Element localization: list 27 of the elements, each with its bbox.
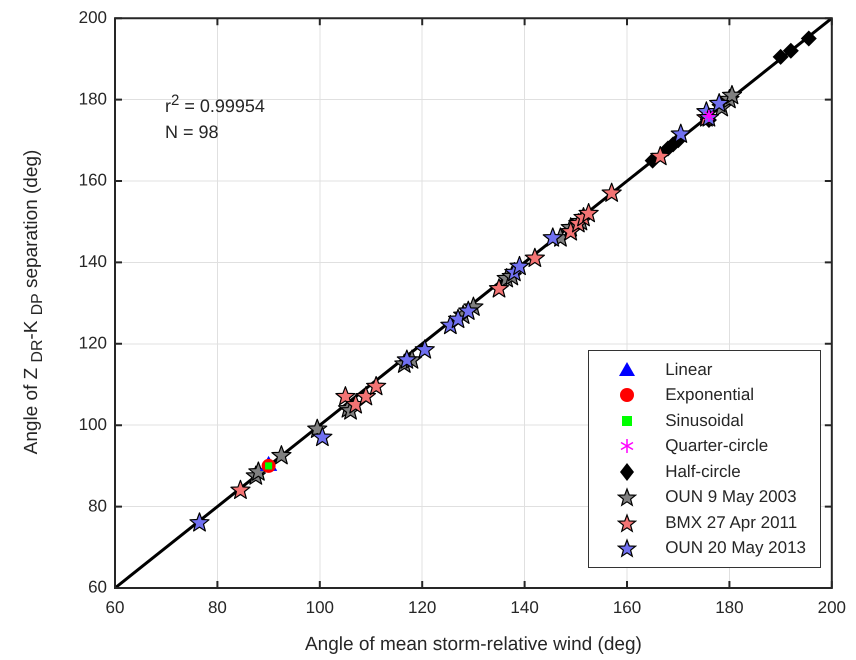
y-tick-label: 200 xyxy=(78,8,107,27)
annotation: N = 98 xyxy=(165,121,220,144)
legend-label: Sinusoidal xyxy=(665,410,744,431)
y-tick-label: 60 xyxy=(88,578,107,597)
legend-label: BMX 27 Apr 2011 xyxy=(665,512,798,533)
annotation: r$^{2}$ = 0.99954 xyxy=(165,91,265,118)
legend-label: Exponential xyxy=(665,385,754,406)
legend-label: OUN 9 May 2003 xyxy=(665,487,797,508)
x-tick-label: 120 xyxy=(408,598,436,617)
x-tick-label: 140 xyxy=(510,598,539,617)
x-tick-label: 80 xyxy=(208,598,227,617)
x-tick-label: 180 xyxy=(715,598,744,617)
y-tick-label: 140 xyxy=(78,252,107,272)
legend-label: Linear xyxy=(665,360,712,380)
y-tick-label: 160 xyxy=(78,170,107,190)
x-tick-label: 160 xyxy=(612,598,642,617)
y-tick-label: 80 xyxy=(88,496,107,516)
x-tick-label: 60 xyxy=(106,598,124,617)
x-tick-label: 200 xyxy=(818,598,846,617)
legend-label: Quarter-circle xyxy=(665,436,768,456)
legend-label: OUN 20 May 2013 xyxy=(665,538,806,558)
y-tick-label: 120 xyxy=(78,333,107,352)
y-tick-label: 180 xyxy=(78,89,107,108)
legend-label: Half-circle xyxy=(665,462,741,482)
x-axis-title: Angle of mean storm-relative wind (deg) xyxy=(304,634,642,655)
y-tick-label: 100 xyxy=(78,414,107,434)
x-tick-label: 100 xyxy=(306,598,334,617)
